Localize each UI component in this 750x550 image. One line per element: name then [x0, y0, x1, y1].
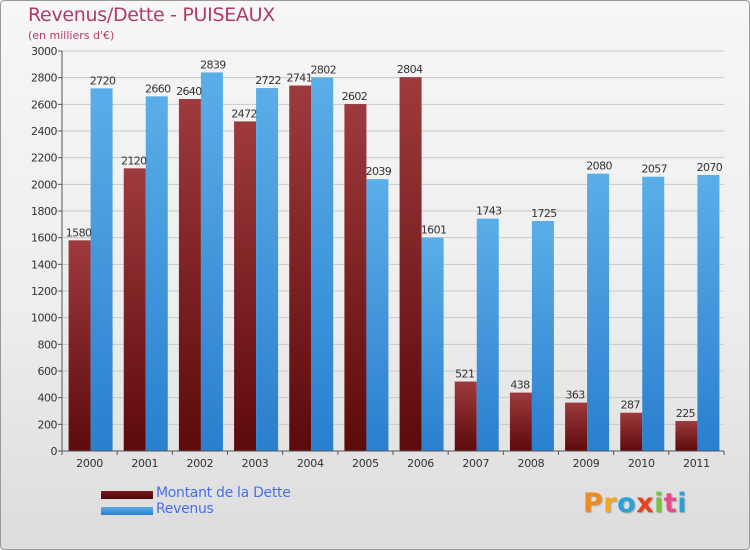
logo-letter: r [603, 488, 618, 519]
proxiti-logo: Proxiti [583, 488, 687, 519]
y-tick-label: 1400 [31, 258, 57, 271]
debt-bar [68, 240, 91, 451]
value-label: 2804 [397, 63, 423, 76]
revenue-bar [697, 175, 720, 451]
y-tick-label: 1800 [31, 205, 57, 218]
value-labels: 1580 2720 2120 2660 2640 2839 2472 2722 27412802… [66, 58, 724, 420]
y-tick-label: 2000 [31, 178, 57, 191]
revenue-bar [421, 237, 444, 451]
value-label: 2839 [200, 58, 226, 71]
x-tick-label: 2009 [573, 457, 600, 470]
logo-letter: x [636, 488, 655, 519]
value-label: 2602 [342, 90, 368, 103]
x-tick-label: 2011 [683, 457, 710, 470]
debt-bar [454, 381, 477, 451]
x-tick-label: 2004 [297, 457, 324, 470]
y-tick-label: 3000 [31, 45, 57, 58]
x-tick-label: 2010 [628, 457, 655, 470]
value-label: 2720 [90, 74, 116, 87]
debt-bar [509, 392, 532, 451]
value-label: 2640 [176, 85, 202, 98]
logo-letter: i [677, 488, 688, 519]
value-label: 2802 [310, 63, 336, 76]
value-label: 2741 [286, 72, 312, 85]
revenue-bar [642, 176, 665, 451]
revenue-bar [587, 173, 610, 451]
revenue-bar [145, 96, 168, 451]
x-tick-label: 2006 [407, 457, 434, 470]
value-label: 438 [510, 379, 530, 392]
legend-label-debt: Montant de la Dette [156, 485, 291, 501]
y-tick-label: 800 [38, 338, 58, 351]
debt-bar [344, 104, 367, 452]
x-tick-label: 2001 [131, 457, 158, 470]
chart-subtitle: (en milliers d'€) [28, 29, 115, 42]
value-label: 1743 [476, 205, 502, 218]
x-tick-label: 2002 [187, 457, 214, 470]
value-label: 225 [676, 407, 696, 420]
revenue-bar [366, 179, 389, 451]
y-tick-label: 1600 [31, 232, 57, 245]
y-tick-label: 1000 [31, 312, 57, 325]
bars [68, 72, 720, 452]
y-axis-ticks: 0 200 400 600 800 1000 1200 1400 1600 1800 2000 220… [31, 45, 62, 458]
x-tick-label: 2007 [462, 457, 489, 470]
value-label: 1580 [66, 226, 92, 239]
debt-bar [565, 402, 588, 451]
debt-bar [675, 421, 698, 451]
debt-bar [178, 99, 201, 451]
revenue-bar [311, 77, 334, 452]
value-label: 2722 [255, 74, 281, 87]
debt-bar [234, 121, 257, 452]
value-label: 363 [565, 389, 585, 402]
revenue-bar [531, 221, 554, 451]
revenue-bar [476, 218, 499, 451]
y-tick-label: 2200 [31, 152, 57, 165]
revenue-bar [90, 88, 113, 451]
y-tick-label: 0 [51, 445, 58, 458]
value-label: 2120 [121, 154, 147, 167]
x-axis-ticks: 2000 2001 2002 2003 2004 2005 2006 2007 2008 2009… [61, 451, 725, 470]
y-tick-label: 2800 [31, 72, 57, 85]
value-label: 1725 [531, 207, 557, 220]
legend-label-revenue: Revenus [156, 501, 214, 517]
y-tick-label: 200 [38, 418, 58, 431]
debt-bar [399, 77, 422, 451]
grid-lines [62, 50, 724, 452]
logo-letter: i [654, 488, 664, 519]
revenue-bar [200, 72, 223, 451]
y-tick-label: 400 [38, 392, 58, 405]
value-label: 1601 [421, 224, 447, 237]
value-label: 2057 [641, 163, 667, 176]
y-tick-label: 2400 [31, 125, 57, 138]
legend-swatch-debt [101, 491, 153, 499]
value-label: 2472 [231, 107, 257, 120]
revenue-bar [256, 88, 279, 452]
x-tick-label: 2000 [76, 457, 103, 470]
value-label: 2039 [366, 165, 392, 178]
logo-letter: t [663, 488, 678, 519]
y-tick-label: 600 [38, 365, 58, 378]
value-label: 521 [455, 368, 474, 381]
debt-bar [289, 85, 312, 452]
x-tick-label: 2008 [518, 457, 545, 470]
y-tick-label: 1200 [31, 285, 57, 298]
value-label: 287 [621, 399, 641, 412]
chart-title: Revenus/Dette - PUISEAUX [28, 4, 275, 26]
legend-swatch-revenue [101, 507, 153, 515]
x-tick-label: 2005 [352, 457, 379, 470]
value-label: 2660 [145, 82, 171, 95]
logo-letter: o [617, 488, 637, 519]
value-label: 2070 [697, 161, 723, 174]
x-tick-label: 2003 [242, 457, 269, 470]
logo-letter: P [583, 488, 604, 519]
debt-bar [620, 412, 643, 451]
value-label: 2080 [586, 160, 612, 173]
debt-bar [123, 168, 146, 452]
y-tick-label: 2600 [31, 98, 57, 111]
